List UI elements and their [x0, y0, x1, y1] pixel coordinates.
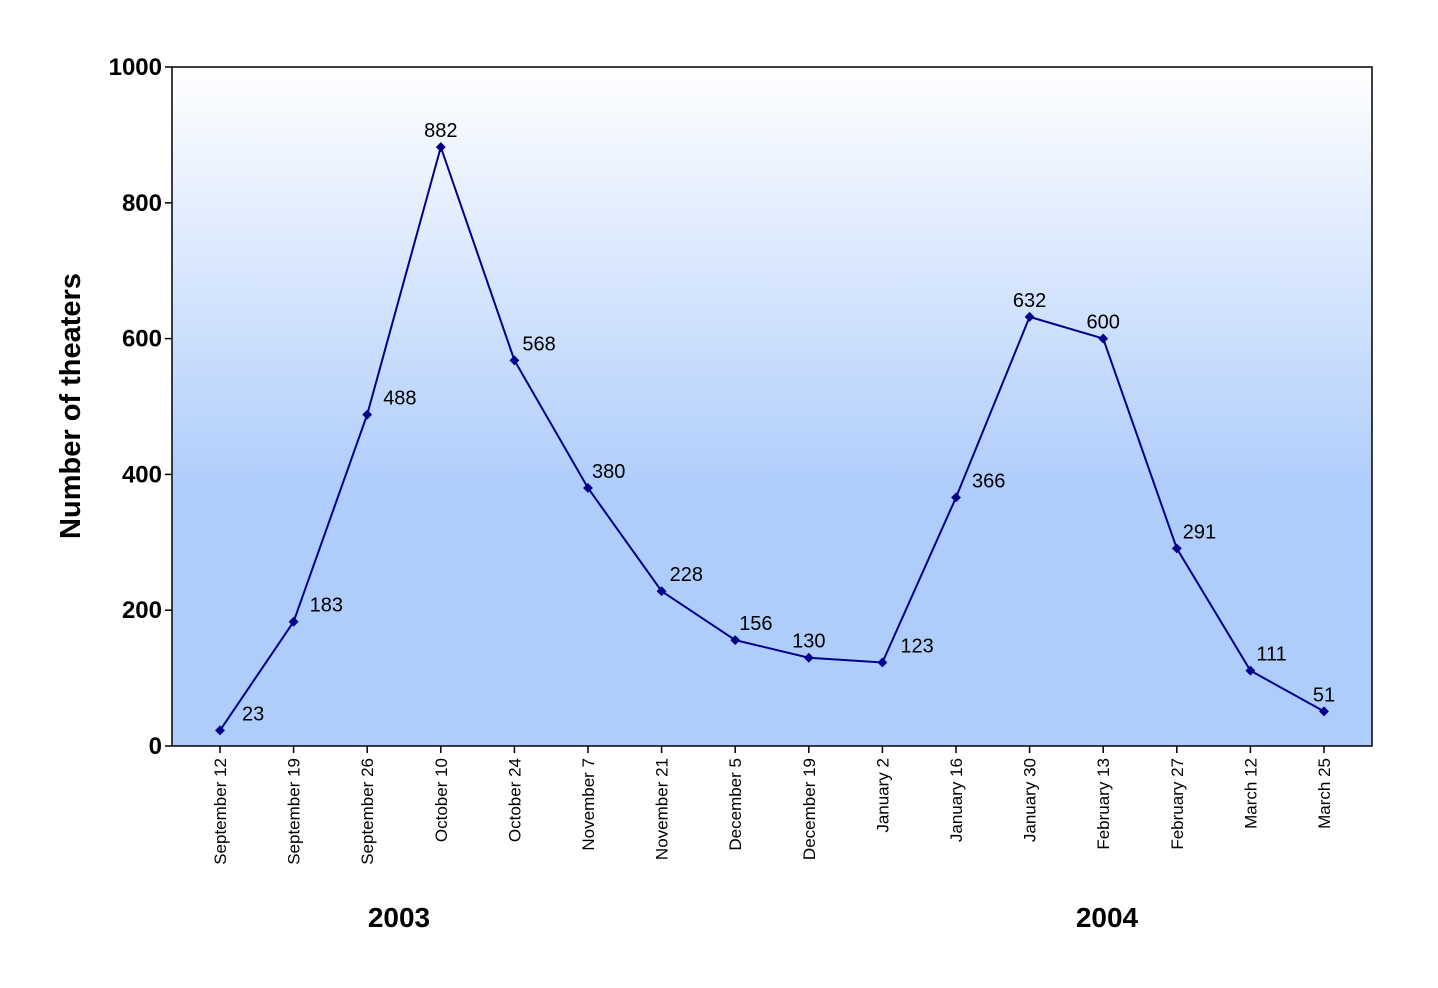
data-point — [362, 409, 373, 420]
y-tick-label: 1000 — [109, 54, 162, 81]
data-label: 228 — [670, 564, 703, 586]
data-point — [1245, 665, 1256, 676]
x-tick-label: January 2 — [873, 758, 892, 833]
series-line — [219, 143, 1325, 731]
data-point — [1024, 311, 1035, 322]
data-label: 123 — [900, 635, 933, 657]
data-label: 632 — [1013, 290, 1046, 312]
data-point — [583, 483, 593, 493]
x-tick-label: December 19 — [800, 758, 819, 860]
data-label: 488 — [383, 388, 416, 410]
x-tick-label: March 12 — [1241, 758, 1260, 829]
data-label: 600 — [1087, 312, 1120, 334]
x-tick-label: December 5 — [726, 758, 745, 851]
data-point — [1171, 543, 1182, 554]
data-label: 366 — [972, 470, 1005, 492]
y-axis: 0 200 400 600 800 1000 — [109, 54, 172, 760]
y-tick-label: 0 — [149, 733, 162, 760]
data-label: 156 — [739, 613, 772, 635]
data-label: 51 — [1313, 684, 1335, 706]
data-point — [1098, 333, 1109, 344]
x-tick-label: February 13 — [1094, 758, 1113, 850]
data-point — [215, 725, 225, 736]
x-tick-label: November 7 — [579, 758, 598, 851]
x-tick-label: November 21 — [653, 758, 672, 860]
year-label-2003: 2003 — [368, 902, 430, 933]
data-point — [951, 492, 961, 503]
x-tick-label: January 16 — [947, 758, 966, 842]
data-label: 380 — [592, 461, 625, 483]
data-label: 291 — [1183, 521, 1216, 543]
x-tick-label: September 26 — [358, 758, 377, 865]
x-tick-label: September 19 — [285, 758, 304, 865]
data-labels: 23 183 488 882 568 380 228 156 130 123 366 632 600 29… — [242, 120, 1335, 725]
y-tick-label: 400 — [122, 461, 162, 488]
x-tick-label: September 12 — [211, 758, 230, 865]
data-label: 882 — [424, 120, 457, 142]
data-point — [288, 616, 299, 627]
y-axis-title: Number of theaters — [55, 273, 87, 539]
data-point — [1319, 706, 1329, 717]
x-axis: September 12 September 19 September 26 Octo… — [211, 746, 1334, 865]
data-label: 130 — [792, 631, 825, 653]
data-point — [803, 652, 814, 663]
data-label: 568 — [522, 333, 555, 355]
data-point — [730, 635, 741, 646]
data-points — [215, 142, 1329, 736]
y-tick-label: 600 — [122, 326, 162, 353]
data-point — [435, 142, 446, 153]
data-point — [656, 586, 667, 597]
data-point — [877, 657, 888, 668]
data-point — [509, 355, 520, 366]
y-tick-label: 200 — [122, 597, 162, 624]
data-label: 23 — [242, 703, 264, 725]
x-tick-label: October 10 — [432, 758, 451, 842]
x-tick-label: January 30 — [1021, 758, 1040, 842]
data-label: 183 — [310, 595, 343, 617]
x-tick-label: March 25 — [1315, 758, 1334, 829]
x-tick-label: October 24 — [505, 758, 524, 842]
year-label-2004: 2004 — [1076, 902, 1139, 933]
y-tick-label: 800 — [122, 190, 162, 217]
data-label: 111 — [1256, 644, 1286, 666]
plot-area — [171, 66, 1373, 747]
x-tick-label: February 27 — [1168, 758, 1187, 850]
